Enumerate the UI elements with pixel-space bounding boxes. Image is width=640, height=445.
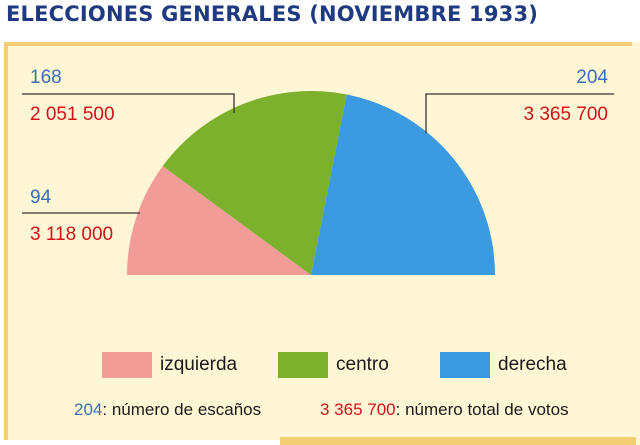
legend-label-izquierda: izquierda: [160, 354, 238, 375]
panel-bottom-border: [280, 437, 636, 445]
chart-title: ELECCIONES GENERALES (NOVIEMBRE 1933): [6, 2, 539, 26]
note-votes: 3 365 700: número total de votos: [320, 400, 569, 420]
legend-label-centro: centro: [336, 354, 389, 375]
slice-izquierda: [127, 166, 311, 275]
note-votes-text: : número total de votos: [395, 400, 569, 419]
legend-label-derecha: derecha: [498, 354, 567, 375]
centro-votes-label: 2 051 500: [30, 104, 115, 125]
derecha-votes-label: 3 365 700: [523, 104, 608, 125]
slice-derecha: [311, 94, 495, 275]
note-seats: 204: número de escaños: [74, 400, 261, 420]
izquierda-votes-label: 3 118 000: [30, 224, 113, 245]
slice-centro: [162, 91, 347, 275]
legend-swatch-derecha: [440, 352, 490, 378]
leader-line-centro: [22, 93, 235, 113]
note-seats-example: 204: [74, 400, 103, 419]
izquierda-seats-label: 94: [30, 187, 52, 208]
derecha-seats-label: 204: [576, 67, 608, 88]
panel-edge: [632, 42, 640, 445]
chart-slices: [127, 91, 495, 275]
legend-swatch-izquierda: [102, 352, 152, 378]
leader-line-derecha: [425, 93, 614, 133]
note-votes-example: 3 365 700: [320, 400, 396, 419]
legend-swatch-centro: [278, 352, 328, 378]
centro-seats-label: 168: [30, 67, 62, 88]
note-seats-text: : número de escaños: [102, 400, 262, 419]
